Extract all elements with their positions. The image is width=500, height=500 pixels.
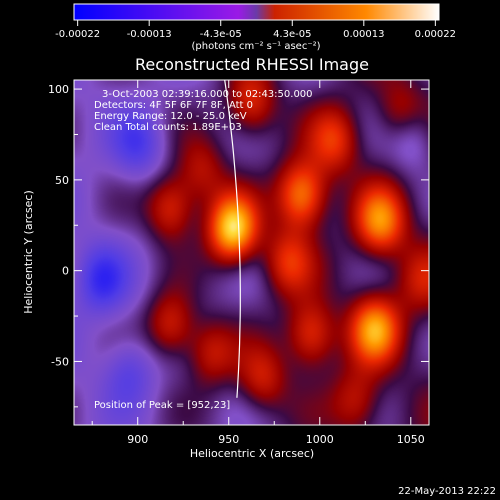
x-tick-label: 900	[127, 433, 148, 446]
chart-title: Reconstructed RHESSI Image	[135, 55, 369, 74]
colorbar-tick-label: -0.00013	[127, 29, 172, 40]
x-axis-ticks	[91, 80, 412, 425]
x-axis-tick-labels: 900 950 1000 1050	[127, 433, 425, 446]
colorbar-tick-labels: -0.00022 -0.00013 -4.3e-05 4.3e-05 0.00013 0.…	[55, 29, 456, 40]
colorbar-ticks	[77, 20, 436, 26]
peak-position-label: Position of Peak = [952,23]	[94, 400, 230, 411]
footer-date: 22-May-2013 22:22	[398, 486, 496, 497]
x-tick-label: 1050	[397, 433, 425, 446]
solar-limb-line	[224, 79, 241, 398]
colorbar	[73, 3, 440, 21]
y-tick-label: 0	[62, 265, 69, 278]
heatmap-image	[74, 80, 429, 425]
colorbar-tick-label: 0.00022	[415, 29, 456, 40]
colorbar-tick-label: -0.00022	[55, 29, 100, 40]
colorbar-tick-label: 0.00013	[343, 29, 384, 40]
x-axis-label: Heliocentric X (arcsec)	[190, 447, 314, 460]
colorbar-tick-label: 4.3e-05	[273, 29, 311, 40]
annotation-line: 3-Oct-2003 02:39:16.000 to 02:43:50.000	[102, 89, 313, 100]
heatmap-area	[74, 80, 429, 425]
colorbar-units: (photons cm⁻² s⁻¹ asec⁻²)	[191, 41, 320, 52]
plot-frame	[73, 79, 430, 426]
x-tick-label: 950	[218, 433, 239, 446]
annotation-line: Energy Range: 12.0 - 25.0 keV	[94, 111, 247, 122]
y-tick-label: -50	[51, 355, 69, 368]
y-axis-ticks	[74, 88, 429, 408]
annotation-line: Detectors: 4F 5F 6F 7F 8F, Att 0	[94, 100, 253, 111]
colorbar-tick-label: -4.3e-05	[200, 29, 242, 40]
y-tick-label: 100	[48, 83, 69, 96]
y-axis-tick-labels: -50 0 50 100	[48, 83, 69, 368]
annotation-line: Clean Total counts: 1.89E+03	[94, 122, 242, 133]
x-tick-label: 1000	[306, 433, 334, 446]
y-axis-label: Heliocentric Y (arcsec)	[22, 190, 35, 314]
y-tick-label: 50	[55, 174, 69, 187]
annotations: 3-Oct-2003 02:39:16.000 to 02:43:50.000D…	[94, 89, 313, 133]
